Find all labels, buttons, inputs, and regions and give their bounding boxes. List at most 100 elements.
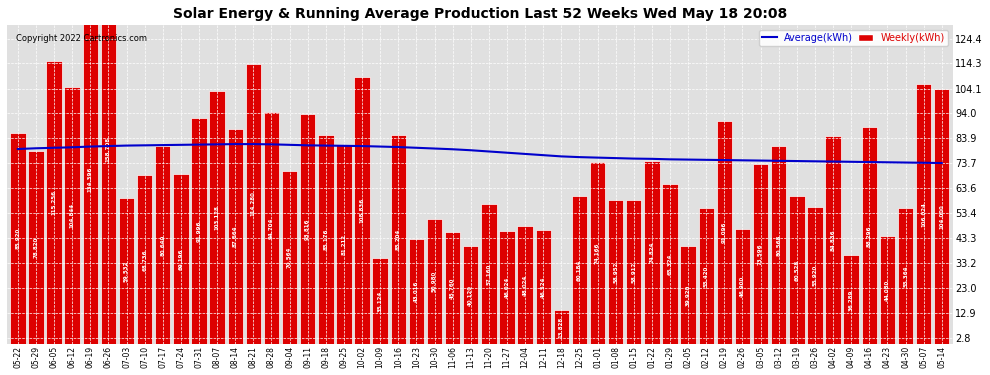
Bar bbox=[246, 63, 261, 344]
Text: 80.640: 80.640 bbox=[160, 235, 165, 256]
Bar bbox=[753, 164, 768, 344]
Bar bbox=[409, 238, 424, 344]
Bar bbox=[880, 236, 895, 344]
Text: 74.824: 74.824 bbox=[649, 242, 654, 263]
Bar bbox=[608, 200, 624, 344]
Text: 94.704: 94.704 bbox=[269, 217, 274, 239]
Bar bbox=[662, 184, 678, 344]
Text: 50.980: 50.980 bbox=[432, 271, 437, 292]
Text: 46.524: 46.524 bbox=[541, 276, 545, 298]
Text: 158.708: 158.708 bbox=[106, 137, 111, 162]
Bar bbox=[47, 61, 61, 344]
Bar bbox=[318, 135, 334, 344]
Text: 85.920: 85.920 bbox=[15, 228, 21, 249]
Text: 46.024: 46.024 bbox=[505, 277, 510, 298]
Text: 57.160: 57.160 bbox=[486, 264, 491, 285]
Bar bbox=[717, 120, 732, 344]
Text: 55.420: 55.420 bbox=[704, 266, 709, 287]
Bar bbox=[463, 246, 478, 344]
Bar bbox=[499, 231, 515, 344]
Text: 85.204: 85.204 bbox=[396, 229, 401, 251]
Text: 48.024: 48.024 bbox=[523, 275, 528, 296]
Bar bbox=[101, 0, 116, 344]
Legend: Average(kWh), Weekly(kWh): Average(kWh), Weekly(kWh) bbox=[759, 30, 947, 46]
Text: 69.196: 69.196 bbox=[178, 249, 183, 270]
Bar bbox=[191, 118, 207, 344]
Text: 84.836: 84.836 bbox=[831, 230, 836, 251]
Text: 46.900: 46.900 bbox=[740, 276, 745, 297]
Bar bbox=[572, 196, 587, 344]
Bar bbox=[137, 176, 152, 344]
Bar bbox=[699, 208, 714, 344]
Text: 78.820: 78.820 bbox=[34, 237, 39, 258]
Bar bbox=[173, 174, 188, 344]
Text: 58.952: 58.952 bbox=[613, 261, 618, 283]
Bar bbox=[807, 207, 823, 344]
Bar bbox=[391, 135, 406, 344]
Bar bbox=[826, 136, 841, 344]
Text: 55.364: 55.364 bbox=[903, 266, 908, 287]
Text: 70.564: 70.564 bbox=[287, 247, 292, 268]
Bar bbox=[680, 246, 696, 344]
Text: 13.828: 13.828 bbox=[558, 317, 564, 338]
Bar bbox=[210, 91, 225, 344]
Text: 81.212: 81.212 bbox=[342, 234, 346, 255]
Text: 114.280: 114.280 bbox=[250, 192, 255, 216]
Bar bbox=[228, 129, 243, 344]
Bar bbox=[771, 146, 786, 344]
Bar bbox=[789, 196, 805, 344]
Bar bbox=[861, 128, 877, 344]
Text: 36.289: 36.289 bbox=[848, 289, 853, 310]
Bar bbox=[263, 112, 279, 344]
Bar bbox=[518, 226, 533, 344]
Text: 74.166: 74.166 bbox=[595, 243, 600, 264]
Bar bbox=[354, 77, 369, 344]
Bar bbox=[64, 87, 80, 344]
Text: 88.296: 88.296 bbox=[867, 225, 872, 247]
Text: 60.528: 60.528 bbox=[794, 260, 799, 280]
Text: 134.396: 134.396 bbox=[88, 166, 93, 192]
Text: 40.120: 40.120 bbox=[468, 285, 473, 306]
Text: 91.996: 91.996 bbox=[196, 220, 202, 242]
Bar bbox=[29, 151, 44, 344]
Bar bbox=[155, 146, 170, 344]
Text: 43.016: 43.016 bbox=[414, 281, 419, 302]
Bar bbox=[481, 204, 497, 344]
Text: 93.816: 93.816 bbox=[305, 218, 310, 240]
Bar bbox=[626, 200, 642, 344]
Title: Solar Energy & Running Average Production Last 52 Weeks Wed May 18 20:08: Solar Energy & Running Average Productio… bbox=[172, 7, 787, 21]
Bar bbox=[300, 114, 316, 344]
Text: 87.664: 87.664 bbox=[233, 226, 238, 248]
Text: 80.568: 80.568 bbox=[776, 235, 781, 256]
Text: 106.024: 106.024 bbox=[921, 202, 927, 226]
Text: 45.760: 45.760 bbox=[450, 278, 455, 299]
Text: 85.176: 85.176 bbox=[324, 229, 329, 251]
Bar bbox=[445, 232, 460, 344]
Bar bbox=[590, 162, 605, 344]
Bar bbox=[644, 160, 659, 344]
Bar bbox=[898, 209, 913, 344]
Text: 55.920: 55.920 bbox=[813, 265, 818, 286]
Bar bbox=[10, 133, 26, 344]
Text: 103.128: 103.128 bbox=[215, 205, 220, 230]
Text: 59.532: 59.532 bbox=[124, 261, 129, 282]
Bar bbox=[427, 219, 443, 344]
Bar bbox=[536, 230, 550, 344]
Text: 68.736: 68.736 bbox=[143, 249, 148, 271]
Text: 35.124: 35.124 bbox=[377, 291, 383, 312]
Bar bbox=[553, 310, 569, 344]
Text: 58.912: 58.912 bbox=[632, 261, 637, 283]
Text: 60.184: 60.184 bbox=[577, 260, 582, 281]
Bar bbox=[735, 229, 750, 344]
Bar bbox=[337, 145, 351, 344]
Text: 104.000: 104.000 bbox=[940, 204, 944, 229]
Text: 115.256: 115.256 bbox=[51, 190, 56, 215]
Text: 73.596: 73.596 bbox=[758, 243, 763, 265]
Bar bbox=[916, 84, 932, 344]
Bar bbox=[843, 255, 859, 344]
Text: Copyright 2022 Cartronics.com: Copyright 2022 Cartronics.com bbox=[17, 34, 148, 44]
Text: 44.080: 44.080 bbox=[885, 280, 890, 301]
Text: 39.920: 39.920 bbox=[686, 285, 691, 306]
Text: 104.844: 104.844 bbox=[69, 203, 74, 228]
Bar bbox=[282, 171, 297, 344]
